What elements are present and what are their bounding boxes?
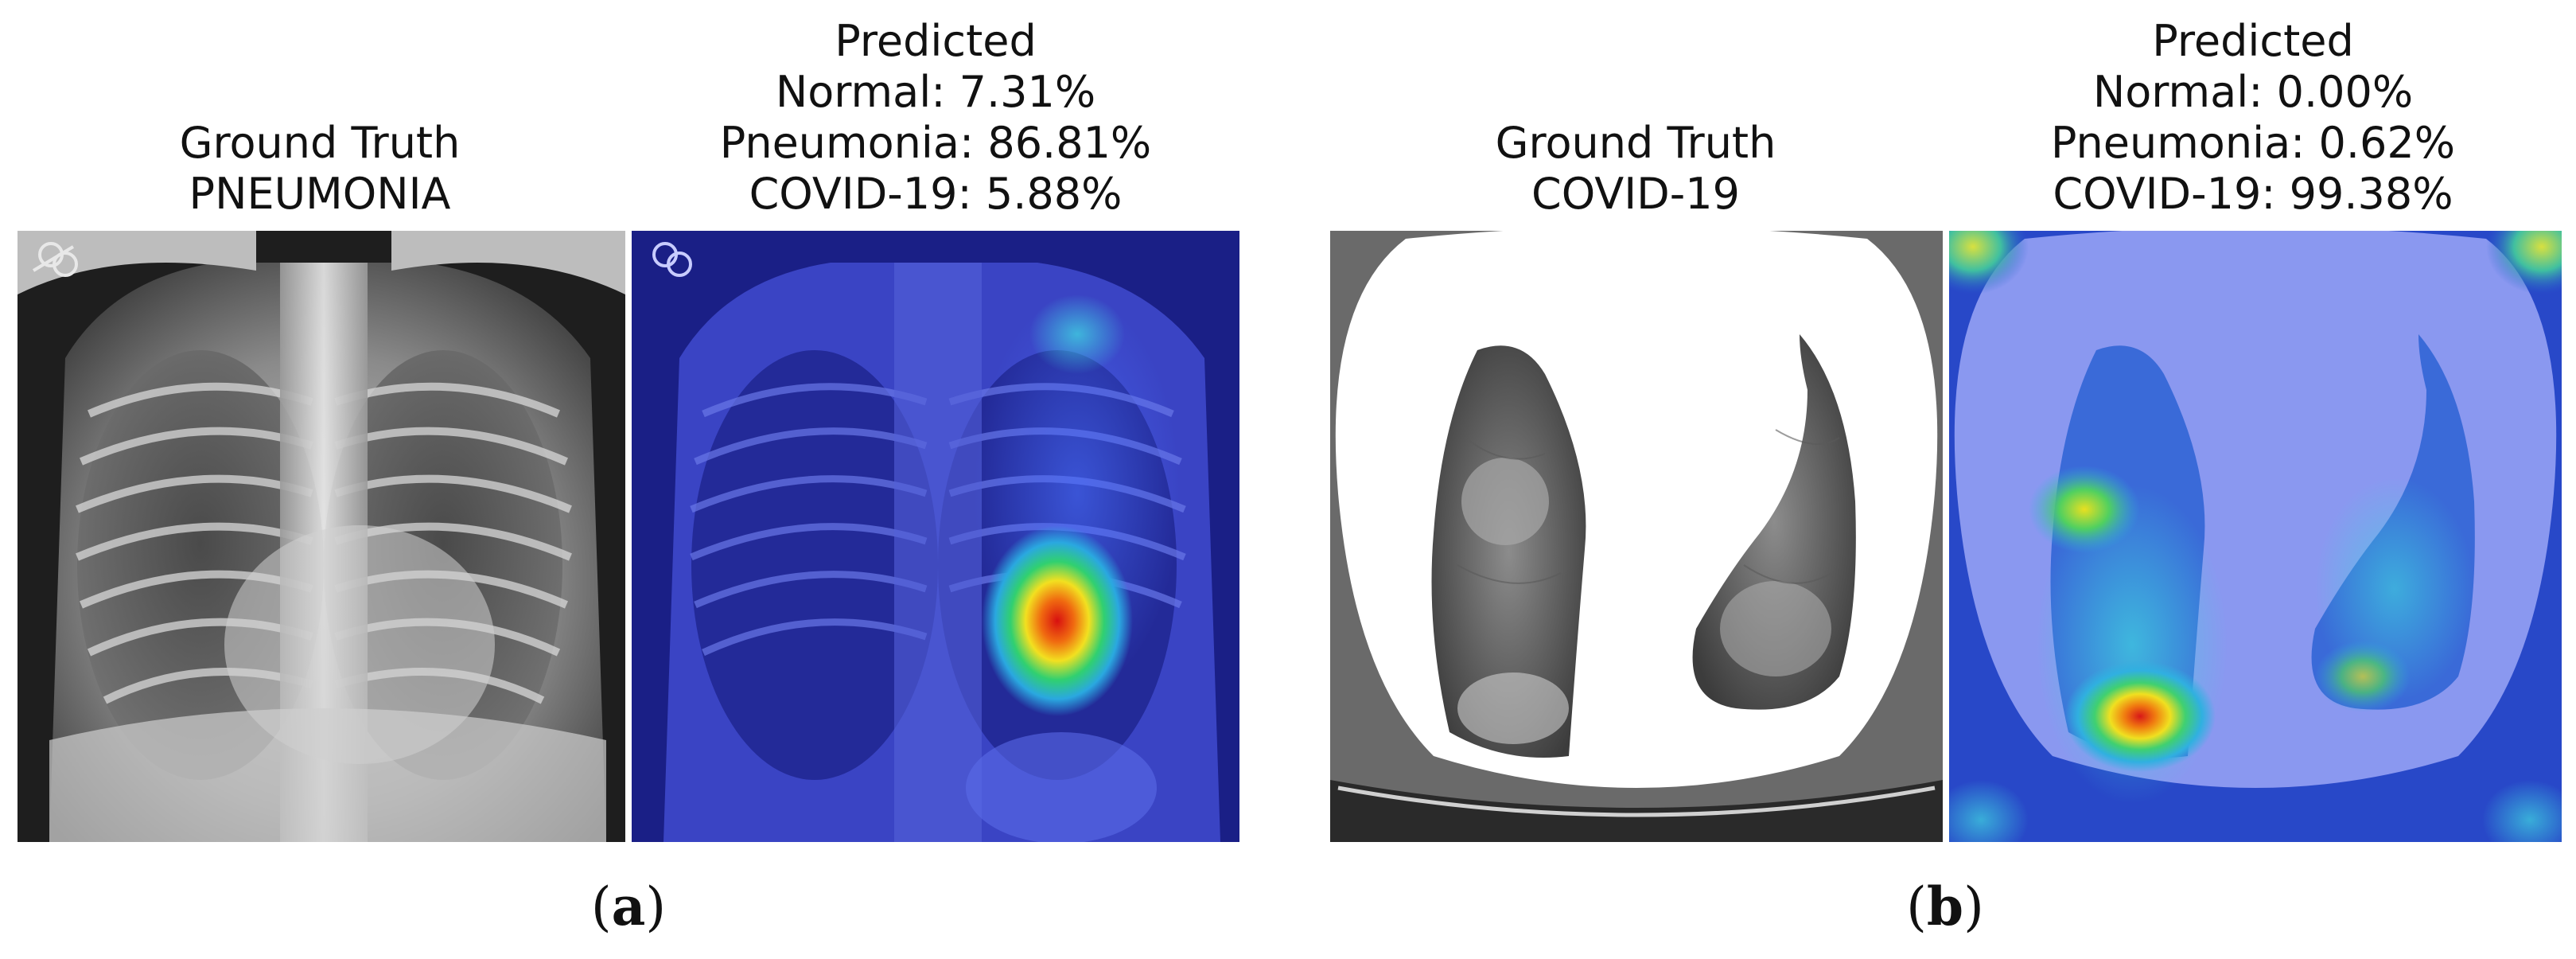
pred-normal-b: Normal: 0.00% [2092, 67, 2414, 117]
subfigure-b-letter: b [1926, 875, 1964, 938]
pred-covid-b: COVID-19: 99.38% [2053, 169, 2453, 219]
xray-image [18, 231, 625, 842]
subfigure-b-open: ( [1906, 876, 1927, 938]
subfigure-label-a: (a) [591, 875, 666, 938]
ct-image [1330, 231, 1943, 842]
pred-normal-a: Normal: 7.31% [775, 67, 1096, 117]
ct-heatmap-image [1949, 231, 2562, 842]
pred-caption-a: Predicted Normal: 7.31% Pneumonia: 86.81… [720, 16, 1152, 220]
subfigure-label-b: (b) [1906, 875, 1984, 938]
pred-caption-b: Predicted Normal: 0.00% Pneumonia: 0.62%… [2051, 16, 2455, 220]
subfigure-a-close: ) [645, 876, 667, 938]
gt-title-a: Ground Truth [179, 118, 461, 168]
gt-caption-b: Ground Truth COVID-19 [1496, 118, 1776, 220]
gt-class-b: COVID-19 [1531, 169, 1740, 219]
gt-caption-a: Ground Truth PNEUMONIA [180, 118, 461, 220]
pred-covid-a: COVID-19: 5.88% [749, 169, 1123, 219]
gt-title-b: Ground Truth [1495, 118, 1776, 168]
pred-title-b: Predicted [2152, 16, 2354, 66]
xray-heatmap-image [632, 231, 1239, 842]
subfigure-b-close: ) [1963, 876, 1984, 938]
subfigure-a-letter: a [611, 875, 646, 938]
pred-pneumonia-b: Pneumonia: 0.62% [2050, 118, 2456, 168]
pred-pneumonia-a: Pneumonia: 86.81% [719, 118, 1152, 168]
subfigure-a-open: ( [590, 876, 612, 938]
gt-class-a: PNEUMONIA [189, 169, 451, 219]
pred-title-a: Predicted [835, 16, 1037, 66]
